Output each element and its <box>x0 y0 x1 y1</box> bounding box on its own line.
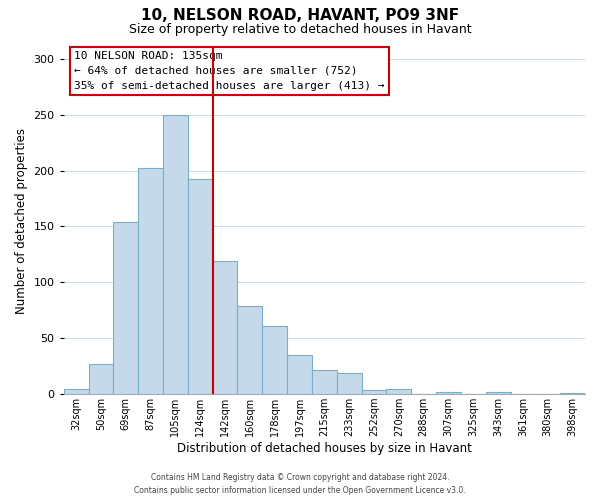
Bar <box>362 390 386 394</box>
Text: Size of property relative to detached houses in Havant: Size of property relative to detached ho… <box>128 22 472 36</box>
X-axis label: Distribution of detached houses by size in Havant: Distribution of detached houses by size … <box>177 442 472 455</box>
Bar <box>113 222 138 394</box>
Bar <box>337 373 362 394</box>
Bar <box>89 364 113 394</box>
Bar <box>262 326 287 394</box>
Bar <box>163 114 188 394</box>
Bar <box>64 388 89 394</box>
Bar <box>188 180 212 394</box>
Bar <box>560 393 585 394</box>
Bar <box>386 388 411 394</box>
Bar <box>312 370 337 394</box>
Bar <box>212 261 238 394</box>
Bar <box>436 392 461 394</box>
Y-axis label: Number of detached properties: Number of detached properties <box>15 128 28 314</box>
Bar <box>287 355 312 394</box>
Bar <box>486 392 511 394</box>
Bar <box>238 306 262 394</box>
Text: 10 NELSON ROAD: 135sqm
← 64% of detached houses are smaller (752)
35% of semi-de: 10 NELSON ROAD: 135sqm ← 64% of detached… <box>74 51 385 90</box>
Text: 10, NELSON ROAD, HAVANT, PO9 3NF: 10, NELSON ROAD, HAVANT, PO9 3NF <box>141 8 459 22</box>
Text: Contains HM Land Registry data © Crown copyright and database right 2024.
Contai: Contains HM Land Registry data © Crown c… <box>134 474 466 495</box>
Bar <box>138 168 163 394</box>
